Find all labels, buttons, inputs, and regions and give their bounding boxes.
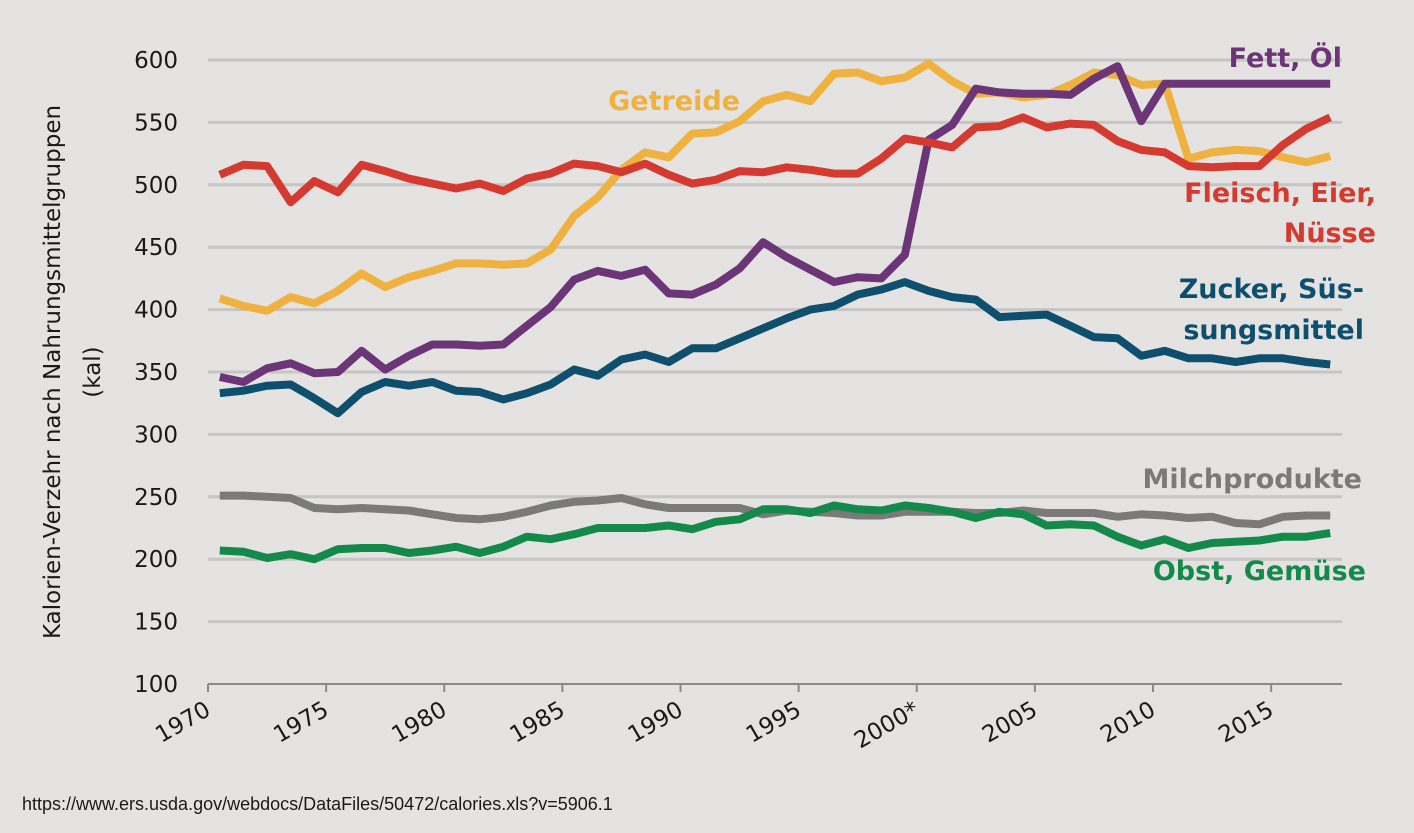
- x-tick-label: 1975: [269, 697, 333, 749]
- series-line-2: [218, 113, 1332, 207]
- y-tick-label: 150: [134, 610, 178, 636]
- y-tick-label: 100: [134, 672, 178, 698]
- series-label-2: Nüsse: [1284, 218, 1376, 249]
- x-tick-label: 1985: [506, 697, 570, 749]
- x-tick-label: 1980: [388, 697, 452, 749]
- series-line-5: [219, 501, 1331, 564]
- series-label-2: Fleisch, Eier,: [1184, 178, 1376, 209]
- y-tick-label: 500: [134, 173, 178, 199]
- y-tick-label: 600: [134, 48, 178, 74]
- series-layer: [218, 59, 1332, 564]
- y-tick-label: 200: [134, 547, 178, 573]
- y-tick-label: 450: [134, 235, 178, 261]
- y-axis-label: Kalorien-Verzehr nach Nahrungsmittelgrup…: [40, 105, 66, 639]
- source-url: https://www.ers.usda.gov/webdocs/DataFil…: [22, 794, 613, 814]
- x-tick-label: 2015: [1214, 697, 1278, 749]
- series-label-4: Milchprodukte: [1142, 464, 1362, 495]
- series-label-3: Zucker, Süs-: [1179, 274, 1364, 305]
- series-line-1: [218, 62, 1331, 386]
- series-label-3: sungsmittel: [1183, 315, 1364, 346]
- y-tick-label: 400: [134, 298, 178, 324]
- series-label-0: Getreide: [608, 86, 740, 117]
- series-label-1: Fett, Öl: [1229, 41, 1342, 74]
- series-label-5: Obst, Gemüse: [1153, 556, 1366, 587]
- series-line-3: [219, 278, 1331, 418]
- x-tick-label: 2005: [978, 697, 1042, 749]
- y-axis-label: (kal): [80, 346, 106, 397]
- y-tick-label: 300: [134, 422, 178, 448]
- x-tick-label: 2010: [1096, 697, 1160, 749]
- grid-layer: [208, 58, 1342, 624]
- x-tick-label: 1970: [151, 697, 215, 749]
- x-tick-label: 2000*: [850, 697, 924, 755]
- line-chart: 100 150 200 250 300 350 400 450 500 550 600 1970 197…: [40, 41, 1376, 755]
- x-tick-label: 1990: [624, 697, 688, 749]
- x-tick-label: 1995: [742, 697, 806, 749]
- label-layer: Getreide Fett, Öl Fleisch, Eier, Nüsse Zucke…: [608, 41, 1376, 587]
- y-tick-label: 350: [134, 360, 178, 386]
- y-tick-label: 250: [134, 485, 178, 511]
- y-tick-label: 550: [134, 110, 178, 136]
- series-line-0: [218, 59, 1332, 315]
